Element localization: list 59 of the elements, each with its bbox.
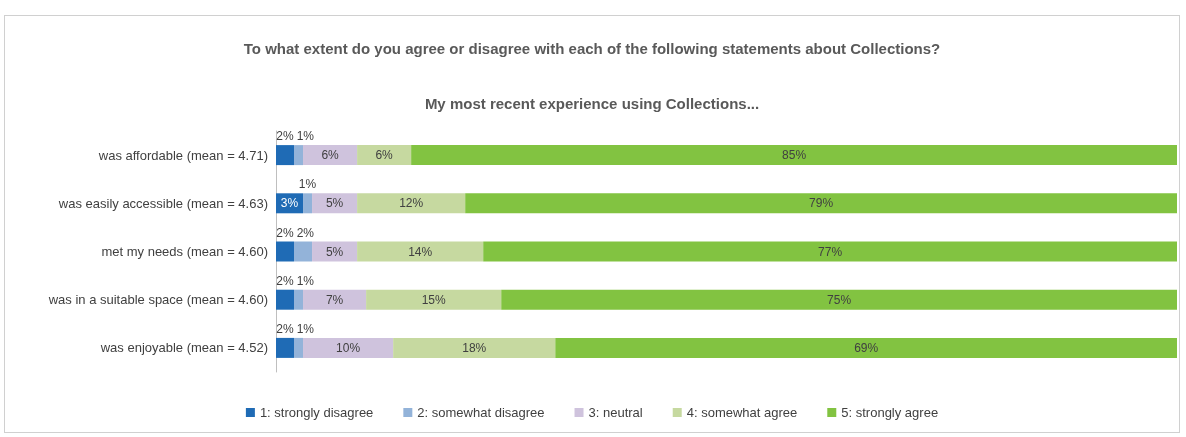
- bar: [357, 145, 412, 166]
- data-label: 14%: [408, 244, 433, 259]
- chart-title: To what extent do you agree or disagree with each of the following statements about Collections?: [243, 40, 941, 57]
- bar: [411, 145, 1177, 166]
- bar: [294, 289, 304, 310]
- data-label: 2%: [296, 225, 315, 240]
- data-label: 10%: [336, 340, 361, 355]
- y-tick-label: was easily accessible (mean = 4.63): [57, 195, 268, 211]
- bar: [294, 337, 304, 358]
- bar: [294, 241, 313, 262]
- data-label: 2%: [276, 321, 295, 336]
- data-label: 1%: [296, 129, 315, 144]
- y-tick-label: met my needs (mean = 4.60): [101, 244, 268, 259]
- data-label: 69%: [854, 340, 879, 355]
- bar: [276, 145, 295, 166]
- data-label: 1%: [296, 321, 315, 336]
- data-label: 12%: [399, 196, 424, 211]
- legend-label: 4: somewhat agree: [686, 405, 798, 420]
- bar: [276, 337, 295, 358]
- data-label: 1%: [296, 273, 315, 288]
- legend-label: 1: strongly disagree: [259, 405, 374, 420]
- data-label: 6%: [321, 148, 340, 163]
- data-label: 75%: [827, 292, 852, 307]
- data-label: 6%: [375, 148, 394, 163]
- bar: [393, 337, 556, 358]
- data-label: 18%: [462, 340, 487, 355]
- bar: [303, 193, 313, 214]
- bar: [483, 241, 1177, 262]
- data-label: 2%: [276, 225, 295, 240]
- bar: [303, 289, 367, 310]
- bar: [465, 193, 1177, 214]
- data-label: 2%: [276, 129, 295, 144]
- bar: [555, 337, 1177, 358]
- bar: [276, 241, 295, 262]
- bar: [357, 241, 484, 262]
- data-label: 2%: [276, 273, 295, 288]
- data-label: 85%: [782, 148, 807, 163]
- bar: [366, 289, 502, 310]
- y-tick-label: was enjoyable (mean = 4.52): [99, 340, 268, 356]
- bar: [501, 289, 1177, 310]
- data-label: 7%: [325, 292, 344, 307]
- bar: [294, 145, 304, 166]
- y-tick-label: was affordable (mean = 4.71): [97, 147, 268, 163]
- bar: [357, 193, 466, 214]
- bar: [303, 337, 394, 358]
- data-label: 79%: [809, 196, 834, 211]
- data-label: 5%: [325, 196, 344, 211]
- data-label: 15%: [421, 292, 447, 307]
- data-label: 77%: [818, 244, 843, 259]
- y-tick-label: was in a suitable space (mean = 4.60): [47, 292, 268, 308]
- data-label: 3%: [280, 196, 299, 211]
- legend-label: 3: neutral: [588, 405, 643, 420]
- bar: [276, 289, 295, 310]
- legend-label: 5: strongly agree: [841, 405, 939, 420]
- chart-subtitle: My most recent experience using Collections...: [424, 95, 760, 112]
- data-label: 5%: [325, 244, 344, 259]
- bar: [303, 145, 358, 166]
- data-label: 1%: [298, 177, 317, 192]
- legend-label: 2: somewhat disagree: [417, 405, 545, 420]
